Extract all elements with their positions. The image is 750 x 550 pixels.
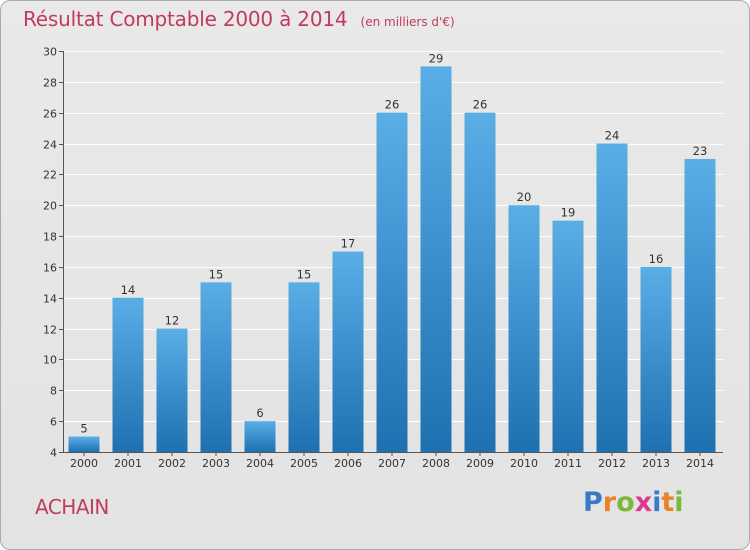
axes	[59, 51, 723, 456]
bar	[112, 297, 144, 452]
value-label: 20	[517, 190, 532, 204]
x-tick-label: 2012	[598, 457, 626, 470]
x-tick-label: 2007	[378, 457, 406, 470]
value-label: 16	[649, 252, 664, 266]
bars	[68, 66, 716, 453]
value-label: 15	[297, 267, 312, 281]
labels: 4 6 8 10 12 14 16 18 20 22 24 26 28 30 5 2000 14 2001 12 20…	[43, 46, 714, 471]
logo-letter: o	[616, 487, 635, 518]
bar	[640, 266, 672, 452]
value-label: 19	[561, 206, 576, 220]
logo-letter: i	[652, 487, 662, 518]
x-tick-label: 2004	[246, 457, 274, 470]
bar	[596, 143, 628, 453]
value-label: 29	[429, 51, 444, 65]
logo-letter: t	[661, 487, 675, 518]
bar	[684, 158, 716, 452]
x-tick-label: 2000	[70, 457, 98, 470]
title-row: Résultat Comptable 2000 à 2014 (en milli…	[23, 7, 455, 31]
x-tick-label: 2006	[334, 457, 362, 470]
chart-subtitle: (en milliers d'€)	[360, 15, 455, 29]
y-tick-label: 16	[43, 262, 57, 275]
x-tick-label: 2001	[114, 457, 142, 470]
x-tick-label: 2010	[510, 457, 538, 470]
y-tick-label: 10	[43, 354, 57, 367]
bar	[420, 66, 452, 452]
bar	[508, 205, 540, 452]
y-tick-label: 28	[43, 77, 57, 90]
y-tick-label: 22	[43, 169, 57, 182]
logo-letter: r	[602, 487, 617, 518]
value-label: 12	[165, 314, 180, 328]
x-tick-label: 2013	[642, 457, 670, 470]
proxiti-logo[interactable]: Proxiti	[583, 487, 684, 518]
bar	[244, 421, 276, 452]
y-tick-label: 26	[43, 108, 57, 121]
value-label: 14	[121, 283, 136, 297]
x-tick-label: 2008	[422, 457, 450, 470]
commune-name: ACHAIN	[35, 495, 109, 519]
x-tick-label: 2002	[158, 457, 186, 470]
y-tick-label: 8	[50, 385, 57, 398]
bar	[552, 220, 584, 452]
x-tick-label: 2009	[466, 457, 494, 470]
value-label: 23	[693, 144, 708, 158]
value-label: 5	[80, 422, 87, 436]
x-tick-label: 2014	[686, 457, 714, 470]
y-tick-label: 12	[43, 324, 57, 337]
value-label: 26	[473, 98, 488, 112]
y-tick-label: 4	[50, 447, 57, 460]
logo-letter: P	[583, 487, 603, 518]
y-tick-label: 20	[43, 200, 57, 213]
x-tick-label: 2005	[290, 457, 318, 470]
bar	[332, 251, 364, 452]
y-tick-label: 14	[43, 293, 57, 306]
bar	[288, 282, 320, 452]
logo-letter: x	[634, 487, 653, 518]
x-tick-label: 2011	[554, 457, 582, 470]
value-label: 24	[605, 129, 620, 143]
chart-title: Résultat Comptable 2000 à 2014	[23, 7, 348, 31]
y-tick-label: 6	[50, 416, 57, 429]
y-tick-label: 18	[43, 231, 57, 244]
y-tick-label: 30	[43, 46, 57, 59]
x-tick-label: 2003	[202, 457, 230, 470]
value-label: 17	[341, 237, 356, 251]
value-label: 15	[209, 267, 224, 281]
bar	[156, 328, 188, 452]
value-label: 26	[385, 98, 400, 112]
bar	[200, 282, 232, 452]
value-label: 6	[256, 406, 263, 420]
bar	[464, 112, 496, 452]
y-tick-label: 24	[43, 139, 57, 152]
bar	[68, 436, 100, 452]
logo-letter: i	[674, 487, 684, 518]
bar	[376, 112, 408, 452]
